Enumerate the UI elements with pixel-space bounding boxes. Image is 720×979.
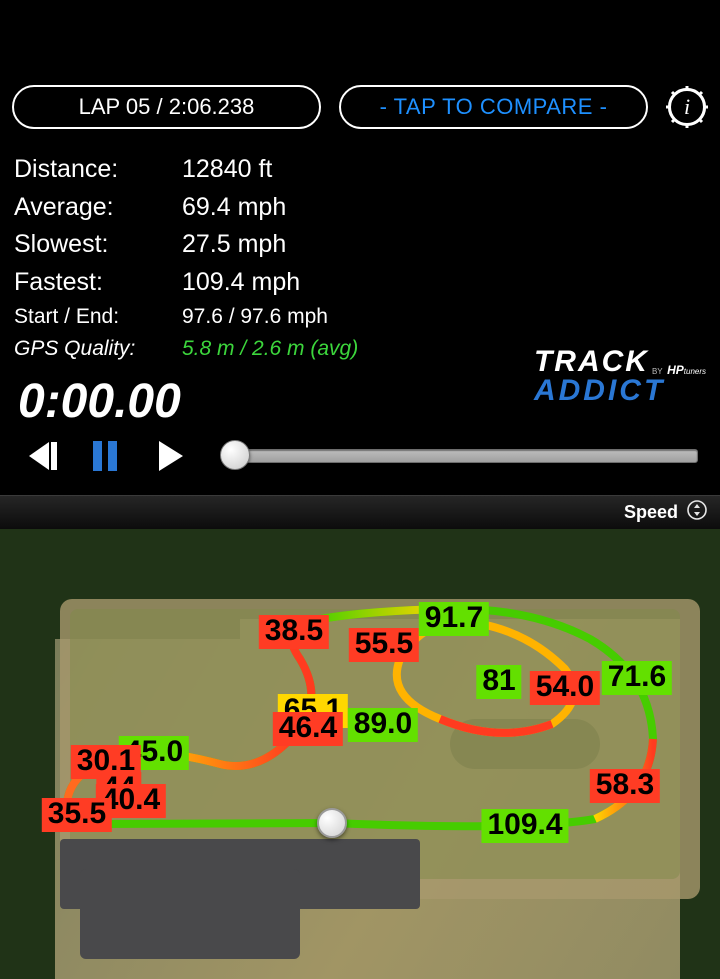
app-logo: TRACK BY HPtuners ADDICT xyxy=(534,345,706,403)
speed-label: 58.3 xyxy=(590,769,660,803)
speed-label: 35.5 xyxy=(42,798,112,832)
speed-label: 71.6 xyxy=(602,661,672,695)
position-marker xyxy=(317,808,347,838)
speed-label: 81 xyxy=(476,665,521,699)
slider-thumb[interactable] xyxy=(220,440,250,470)
startend-value: 97.6 / 97.6 mph xyxy=(182,301,328,333)
fastest-value: 109.4 mph xyxy=(182,264,300,302)
playback-slider[interactable] xyxy=(220,443,700,469)
map-mode-label: Speed xyxy=(624,502,678,523)
speed-label: 38.5 xyxy=(259,615,329,649)
info-icon[interactable]: i xyxy=(666,86,708,128)
speed-label: 91.7 xyxy=(419,602,489,636)
svg-text:i: i xyxy=(684,94,690,119)
pause-button[interactable] xyxy=(84,435,126,477)
track-map[interactable]: 38.555.591.78154.071.665.146.489.045.030… xyxy=(0,529,720,979)
sort-icon xyxy=(686,499,708,526)
slowest-value: 27.5 mph xyxy=(182,226,286,264)
average-value: 69.4 mph xyxy=(182,189,286,227)
speed-label: 89.0 xyxy=(348,708,418,742)
distance-value: 12840 ft xyxy=(182,151,272,189)
gps-value: 5.8 m / 2.6 m (avg) xyxy=(182,333,358,365)
distance-label: Distance: xyxy=(14,151,182,189)
fastest-label: Fastest: xyxy=(14,264,182,302)
speed-label: 109.4 xyxy=(481,809,568,843)
step-back-button[interactable] xyxy=(20,435,62,477)
gps-label: GPS Quality: xyxy=(14,333,182,365)
average-label: Average: xyxy=(14,189,182,227)
slowest-label: Slowest: xyxy=(14,226,182,264)
speed-label: 54.0 xyxy=(530,671,600,705)
speed-label: 46.4 xyxy=(273,712,343,746)
lap-selector-button[interactable]: LAP 05 / 2:06.238 xyxy=(12,85,321,129)
startend-label: Start / End: xyxy=(14,301,182,333)
speed-label: 55.5 xyxy=(349,628,419,662)
compare-button[interactable]: - TAP TO COMPARE - xyxy=(339,85,648,129)
play-button[interactable] xyxy=(148,435,190,477)
stats-block: Distance: 12840 ft Average: 69.4 mph Slo… xyxy=(12,149,708,374)
map-mode-selector[interactable]: Speed xyxy=(0,495,720,529)
